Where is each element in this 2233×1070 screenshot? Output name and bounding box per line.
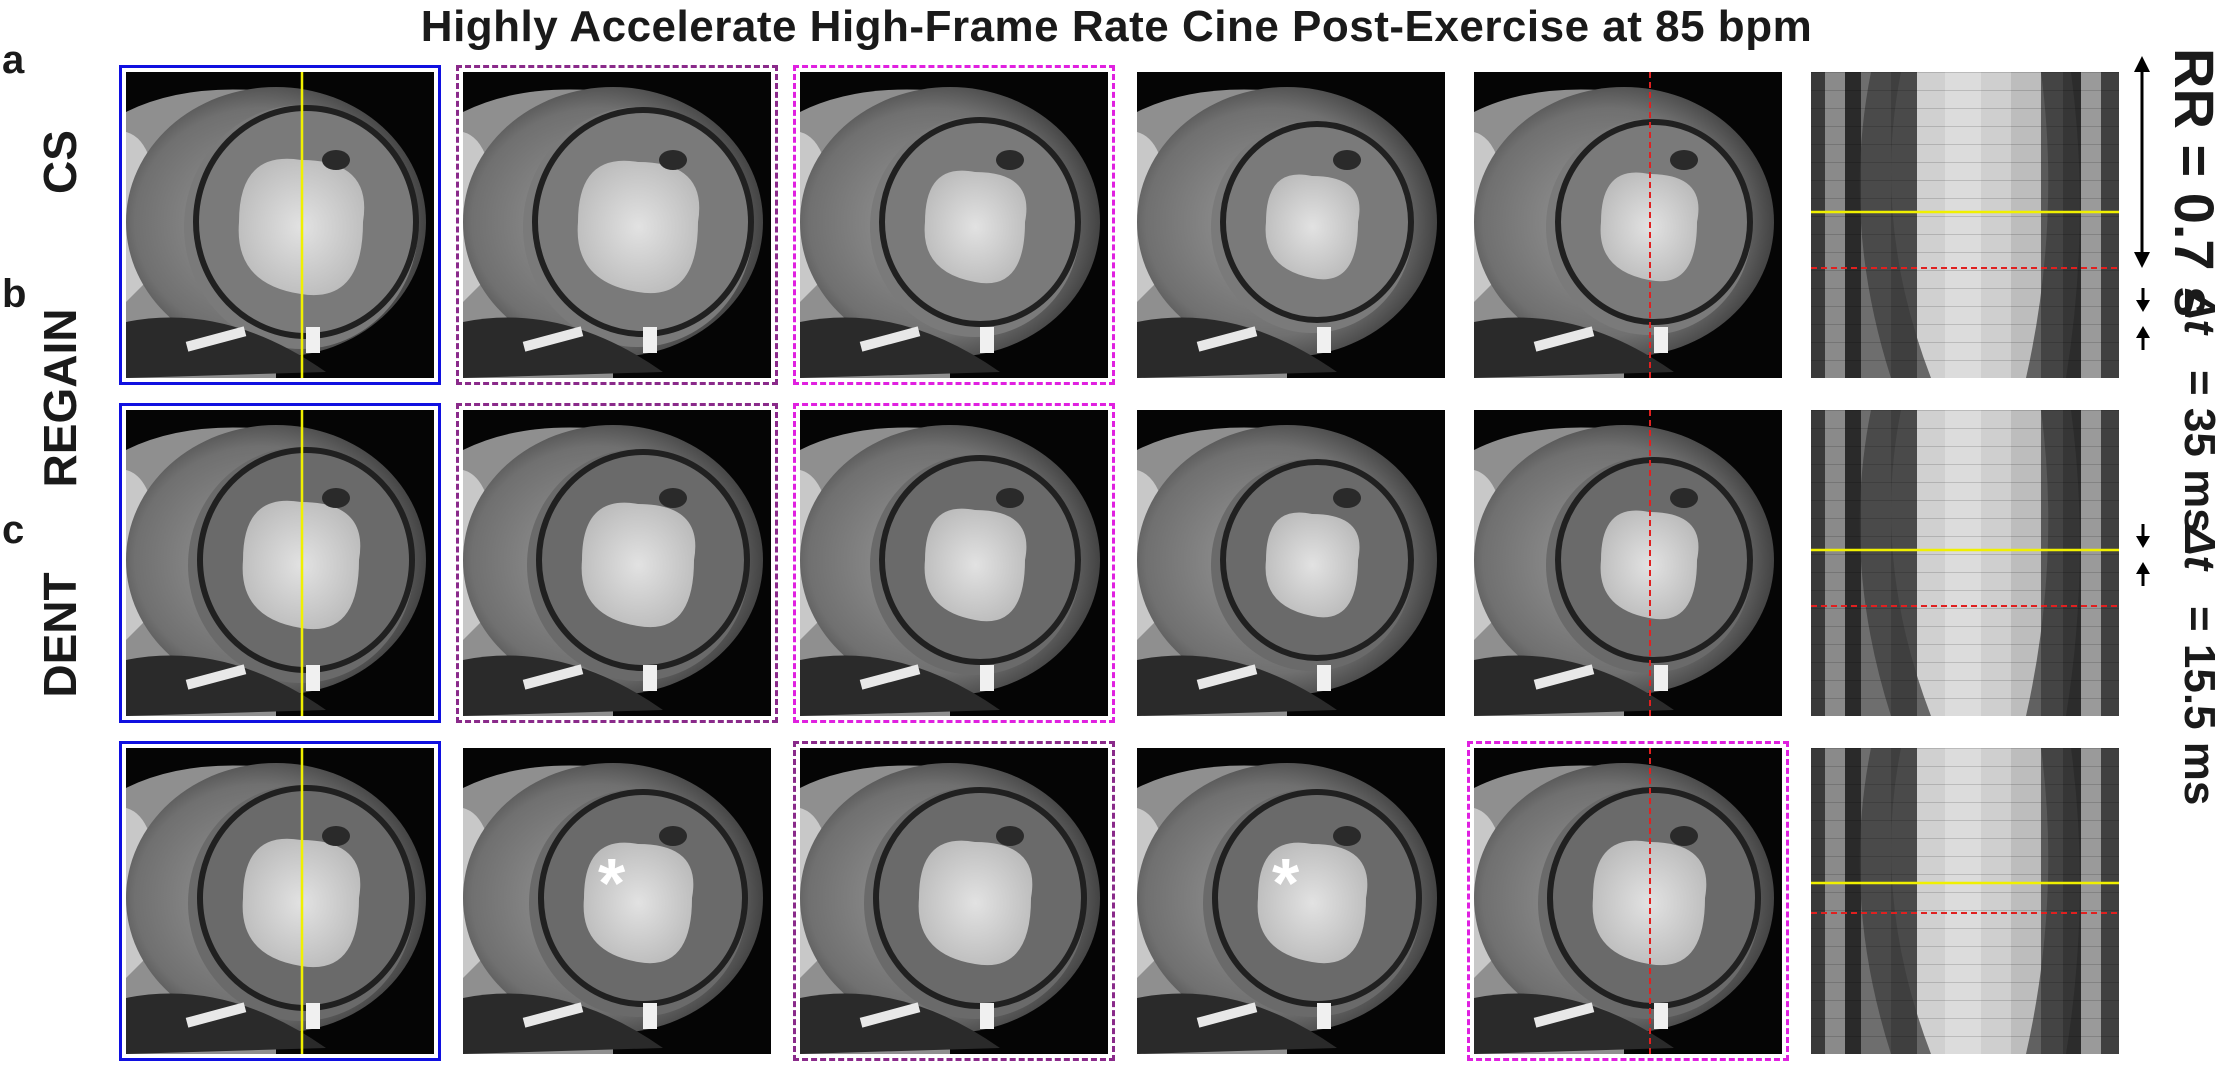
cine-frame-cs-2: [463, 72, 771, 378]
row-letter-a: a: [2, 38, 25, 82]
asterisk-marker: *: [1272, 844, 1300, 922]
figure-title: Highly Accelerate High-Frame Rate Cine P…: [420, 2, 1813, 51]
row-letter-b: b: [2, 272, 27, 316]
dt-arrows-icon-b: [2136, 288, 2150, 350]
asterisk-marker: *: [598, 844, 626, 922]
cine-frame-cs-6: [1811, 72, 2119, 378]
cine-frame-dent-6: [1811, 748, 2119, 1054]
cine-frame-regain-4: [1137, 410, 1445, 716]
rr-label: RR = 0.7 s: [2163, 48, 2226, 318]
row-letter-c: c: [2, 508, 25, 552]
cine-frame-cs-3: [800, 72, 1108, 378]
dt-arrows-icon-c: [2136, 524, 2150, 586]
dt-symbol-c: Δt: [2175, 526, 2224, 571]
cine-frame-cs-4: [1137, 72, 1445, 378]
cine-frame-regain-5: [1474, 410, 1782, 716]
dt-value-b: = 35 ms: [2175, 370, 2224, 533]
cine-frame-dent-2: *: [463, 748, 771, 1054]
rr-arrow-icon: [2134, 56, 2150, 268]
cine-frame-dent-5: [1474, 748, 1782, 1054]
cine-frame-regain-3: [800, 410, 1108, 716]
cine-frame-regain-2: [463, 410, 771, 716]
cine-frame-cs-1: [126, 72, 434, 378]
dt-value-c: = 15.5 ms: [2175, 606, 2224, 806]
cine-frame-regain-6: [1811, 410, 2119, 716]
cine-frame-cs-5: [1474, 72, 1782, 378]
cine-frame-dent-3: [800, 748, 1108, 1054]
row-label-dent: DENT: [34, 572, 86, 698]
cine-frame-regain-1: [126, 410, 434, 716]
dt-symbol-b: Δt: [2175, 290, 2224, 335]
cine-frame-dent-1: [126, 748, 434, 1054]
cine-frame-dent-4: *: [1137, 748, 1445, 1054]
